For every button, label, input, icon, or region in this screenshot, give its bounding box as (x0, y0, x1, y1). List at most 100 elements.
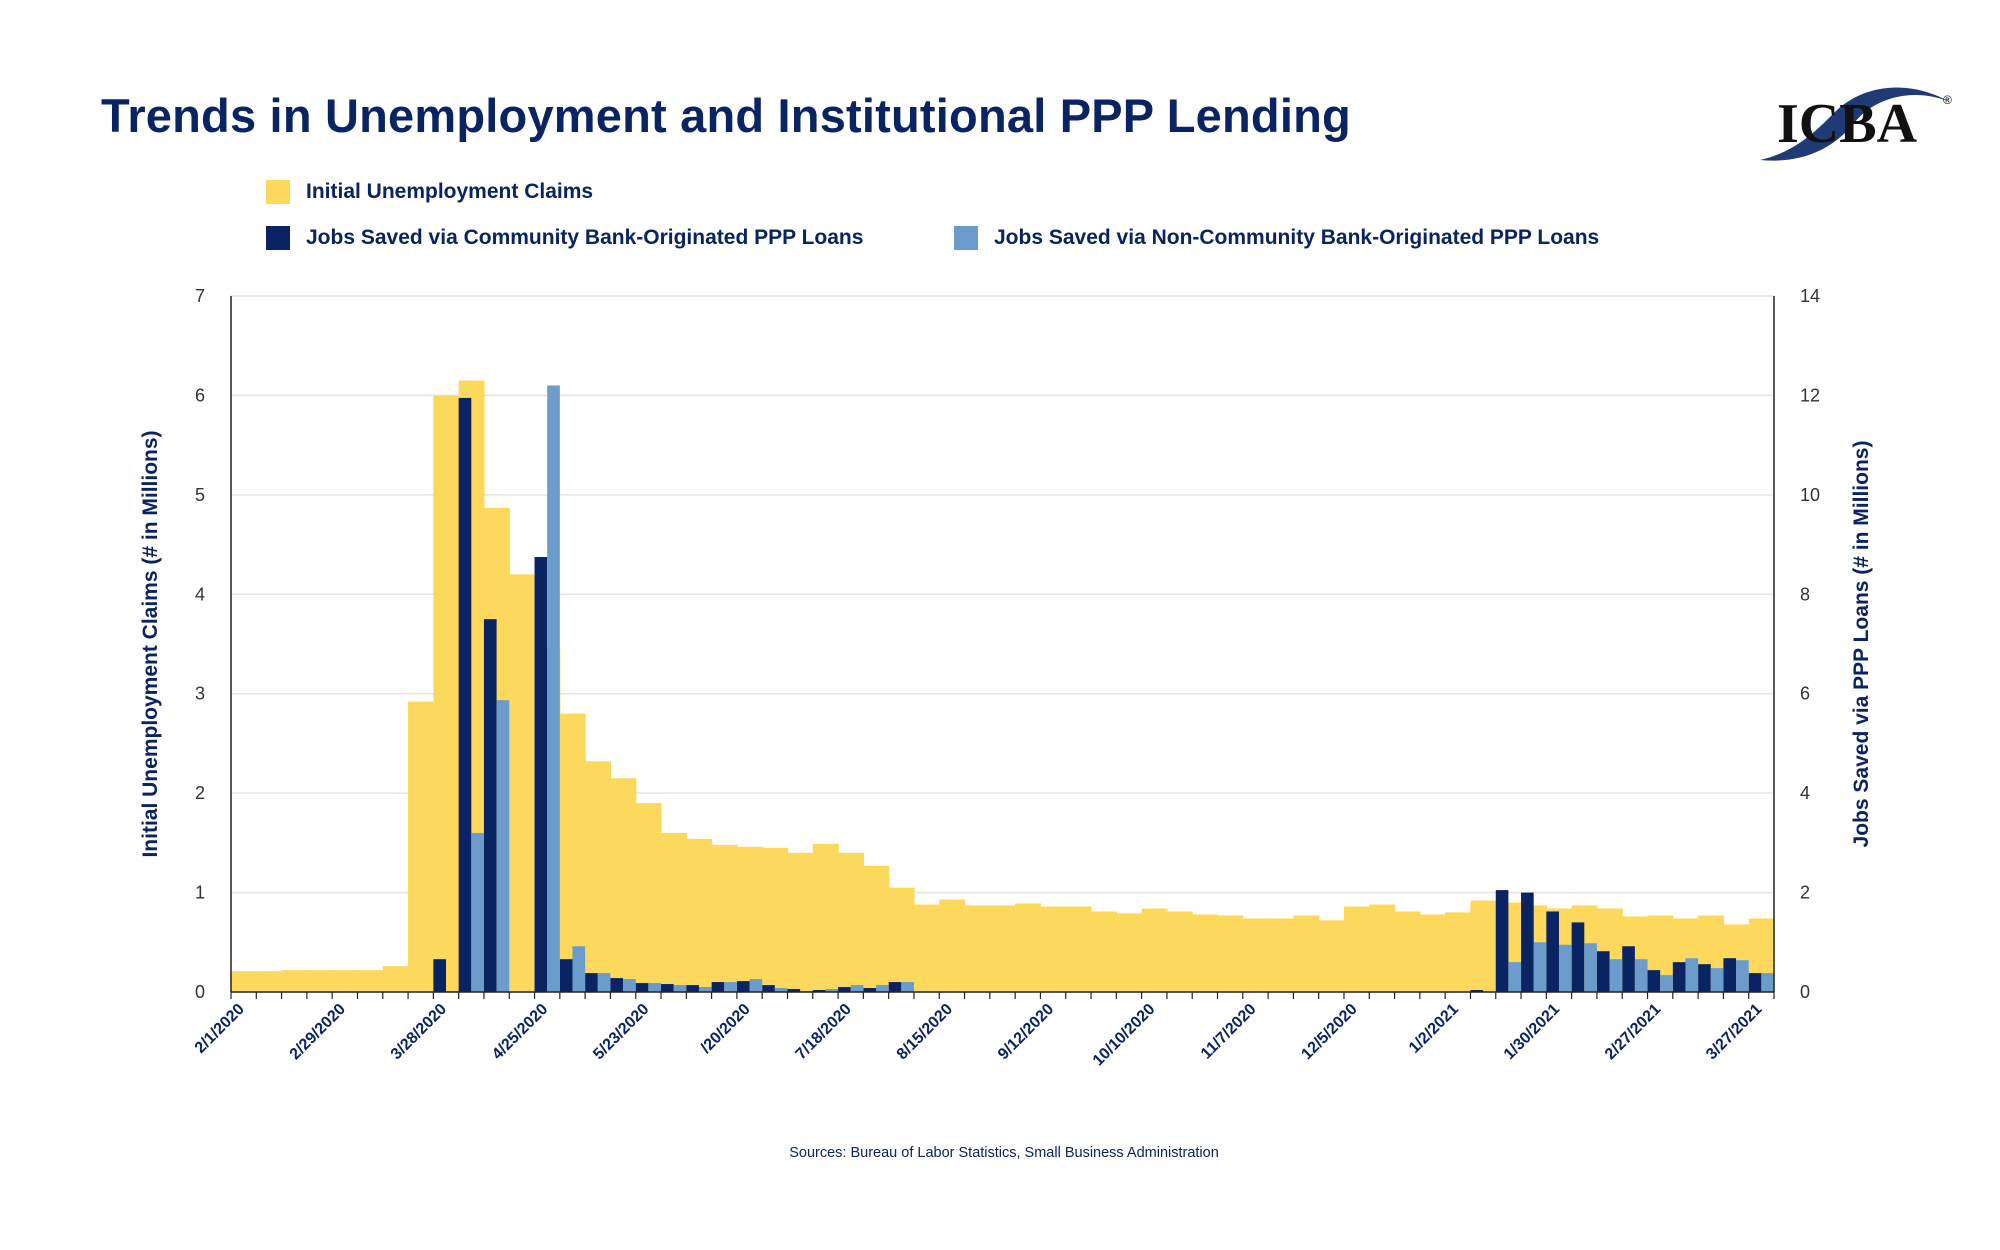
community-ppp-bar (559, 959, 573, 992)
claims-bar (281, 970, 308, 992)
claims-bar (1293, 915, 1320, 992)
y-tick-label: 4 (195, 584, 205, 604)
x-tick-label: 3/27/2021 (1703, 1001, 1765, 1063)
y2-axis-title: Jobs Saved via PPP Loans (# in Millions) (1850, 441, 1873, 848)
x-tick-label: 4/25/2020 (489, 1001, 551, 1063)
claims-bar (332, 970, 359, 992)
community-ppp-bar (610, 978, 624, 992)
noncommunity-ppp-bar (648, 983, 662, 992)
x-tick-label: 2/27/2021 (1602, 1001, 1664, 1063)
community-ppp-bar (483, 619, 497, 992)
claims-bar (382, 966, 409, 992)
noncommunity-ppp-bar (1558, 944, 1572, 992)
community-ppp-bar (1748, 973, 1762, 992)
noncommunity-ppp-bar (572, 946, 586, 992)
noncommunity-ppp-bar (471, 832, 484, 992)
community-ppp-bar (1521, 892, 1534, 992)
y-tick-label: 1 (195, 883, 205, 903)
x-tick-label: 2/29/2020 (287, 1001, 349, 1063)
noncommunity-ppp-bar (1736, 960, 1749, 992)
claims-bar (1015, 903, 1042, 992)
claims-bar (1242, 918, 1269, 992)
community-ppp-bar (762, 985, 775, 992)
claims-bar (1394, 911, 1421, 992)
noncommunity-ppp-bar (1710, 968, 1724, 992)
community-ppp-bar (686, 985, 699, 992)
legend-item-community: Jobs Saved via Community Bank-Originated… (266, 226, 863, 250)
claims-bar (711, 844, 738, 992)
noncommunity-ppp-bar (623, 979, 636, 992)
claims-bar (1369, 904, 1396, 992)
noncommunity-ppp-bar (496, 700, 510, 992)
claims-bar (964, 905, 991, 992)
legend-swatch-claims (266, 180, 290, 204)
claims-bar (1166, 911, 1193, 992)
claims-bar (585, 761, 612, 992)
claims-bar (1445, 912, 1472, 992)
claims-bar (661, 832, 687, 992)
claims-bar (1091, 911, 1117, 992)
community-ppp-bar (534, 557, 548, 992)
community-ppp-bar (787, 989, 801, 992)
icba-logo: ICBA ® (1755, 72, 1965, 167)
noncommunity-ppp-bar (1533, 942, 1547, 992)
noncommunity-ppp-bar (749, 979, 763, 992)
community-ppp-bar (635, 983, 649, 992)
chart-title: Trends in Unemployment and Institutional… (101, 89, 1351, 142)
community-ppp-bar (585, 973, 598, 992)
x-tick-label: /20/2020 (698, 1001, 754, 1057)
y2-tick-label: 12 (1800, 385, 1820, 405)
claims-bar (736, 846, 763, 992)
claims-bar (686, 838, 713, 992)
y2-tick-label: 8 (1800, 584, 1810, 604)
noncommunity-ppp-bar (1685, 958, 1699, 992)
claims-bar (306, 970, 333, 992)
community-ppp-bar (433, 959, 447, 992)
community-ppp-bar (1672, 962, 1686, 992)
claims-bar (939, 899, 966, 992)
community-ppp-bar (1622, 946, 1635, 992)
community-ppp-bar (1495, 890, 1509, 992)
y-axis-title: Initial Unemployment Claims (# in Millio… (139, 430, 162, 857)
noncommunity-ppp-bar (774, 988, 788, 992)
noncommunity-ppp-bar (673, 985, 687, 992)
x-tick-label: 1/30/2021 (1501, 1001, 1563, 1063)
source-note: Sources: Bureau of Labor Statistics, Sma… (789, 1145, 1219, 1161)
claims-bar (635, 803, 662, 992)
x-tick-label: 5/23/2020 (590, 1001, 652, 1063)
x-tick-label: 3/28/2020 (388, 1001, 450, 1063)
x-tick-label: 11/7/2020 (1198, 1001, 1260, 1063)
legend-label-claims: Initial Unemployment Claims (306, 180, 594, 203)
x-tick-label: 9/12/2020 (995, 1001, 1057, 1063)
noncommunity-ppp-bar (597, 973, 611, 992)
noncommunity-ppp-bar (698, 987, 712, 992)
y2-tick-label: 2 (1800, 883, 1810, 903)
y-tick-label: 5 (195, 485, 205, 505)
noncommunity-ppp-bar (1761, 973, 1774, 992)
y-tick-label: 7 (195, 286, 205, 306)
svg-text:®: ® (1943, 93, 1952, 107)
y-tick-label: 2 (195, 783, 205, 803)
claims-bar (433, 395, 460, 992)
y2-tick-label: 10 (1800, 485, 1820, 505)
claims-bar (1217, 915, 1244, 992)
x-tick-label: 1/2/2021 (1406, 1001, 1462, 1057)
noncommunity-ppp-bar (901, 982, 914, 992)
claims-bar (1040, 906, 1067, 992)
svg-text:ICBA: ICBA (1777, 93, 1918, 155)
claims-bar (559, 713, 586, 992)
claims-bar (1116, 913, 1143, 992)
claims-bar (1065, 906, 1092, 992)
claims-bar (408, 701, 434, 992)
legend-label-community: Jobs Saved via Community Bank-Originated… (306, 226, 864, 249)
community-ppp-bar (812, 990, 826, 992)
community-ppp-bar (1546, 911, 1559, 992)
claims-bar (1419, 914, 1446, 992)
legend-item-noncommunity: Jobs Saved via Non-Community Bank-Origin… (954, 226, 1599, 250)
community-ppp-bar (1723, 958, 1737, 992)
y2-tick-label: 6 (1800, 684, 1810, 704)
legend-swatch-community (266, 226, 290, 250)
noncommunity-ppp-bar (1584, 943, 1597, 992)
legend-label-noncommunity: Jobs Saved via Non-Community Bank-Origin… (994, 226, 1600, 249)
